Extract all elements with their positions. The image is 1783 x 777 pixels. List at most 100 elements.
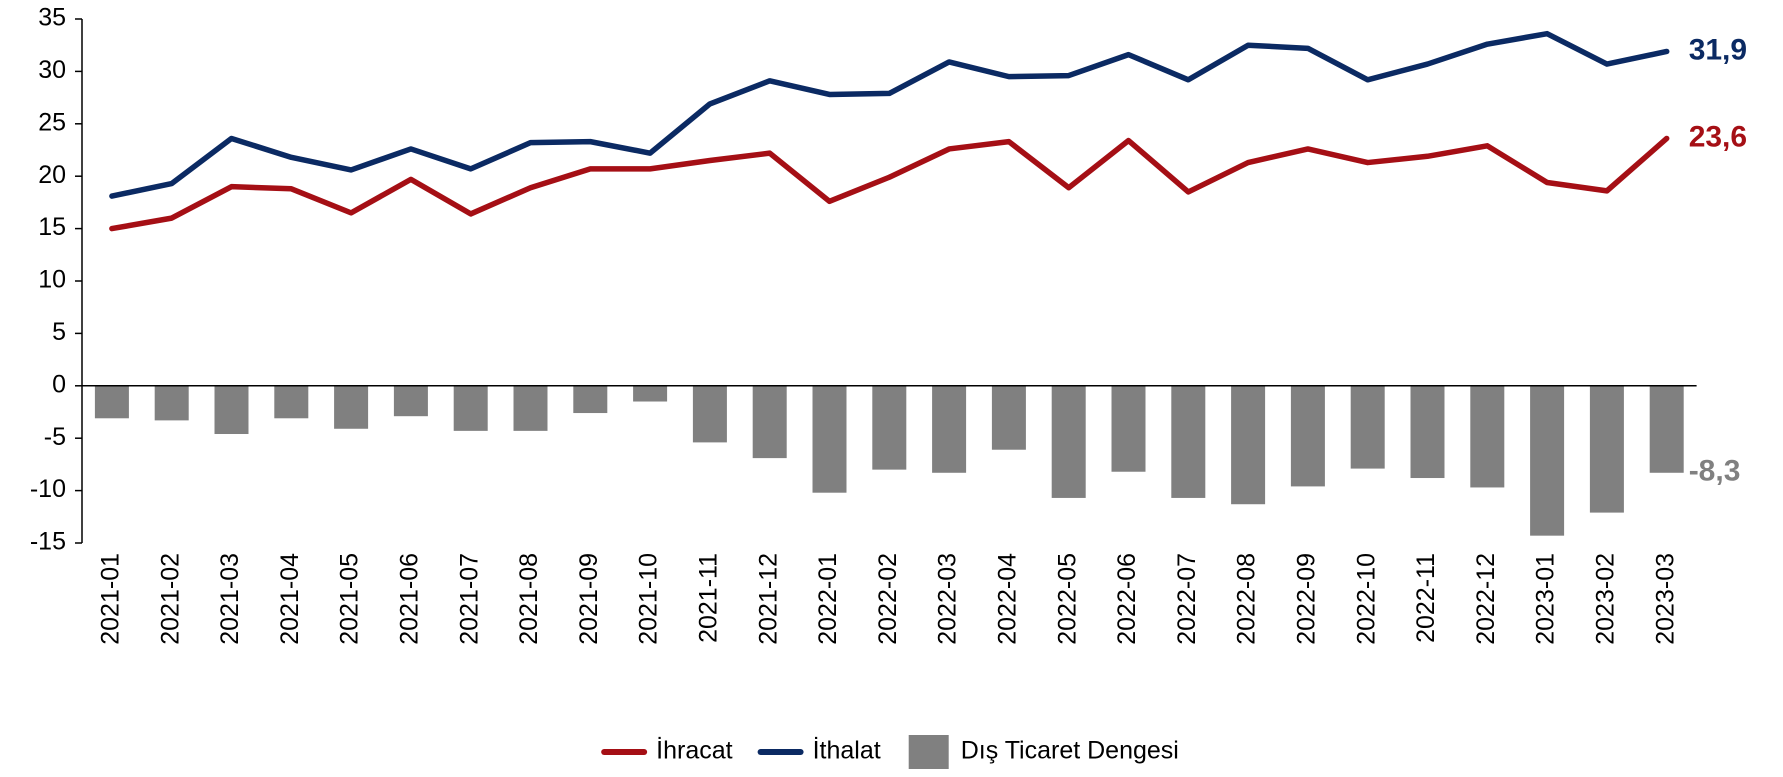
y-tick-label: 20 <box>38 161 66 189</box>
y-tick-label: 15 <box>38 213 66 241</box>
x-tick-group: 2023-02 <box>1592 553 1620 645</box>
x-tick-label: 2022-03 <box>934 553 962 645</box>
bar <box>94 385 129 419</box>
x-tick-group: 2023-03 <box>1651 553 1679 645</box>
x-tick-group: 2022-09 <box>1293 553 1321 645</box>
x-tick-label: 2021-12 <box>754 553 782 645</box>
x-tick-group: 2021-04 <box>276 553 304 645</box>
x-tick-group: 2023-01 <box>1532 553 1560 645</box>
x-tick-group: 2021-07 <box>455 553 483 645</box>
x-tick-group: 2021-09 <box>575 553 603 645</box>
x-tick-label: 2021-09 <box>575 553 603 645</box>
bar <box>1589 385 1624 513</box>
bar <box>1470 385 1505 488</box>
bar <box>1171 385 1206 498</box>
bar <box>453 385 488 431</box>
x-tick-group: 2022-11 <box>1412 553 1440 643</box>
x-tick-label: 2021-03 <box>216 553 244 645</box>
bar <box>1649 385 1684 473</box>
y-tick-label: 0 <box>52 370 66 398</box>
y-tick-label: -10 <box>30 475 66 503</box>
bar <box>633 385 668 402</box>
bar <box>513 385 548 431</box>
x-tick-group: 2021-06 <box>396 553 424 645</box>
bar <box>1111 385 1146 472</box>
y-tick-label: 30 <box>38 56 66 84</box>
x-tick-group: 2022-07 <box>1173 553 1201 645</box>
x-tick-group: 2021-12 <box>754 553 782 645</box>
x-tick-group: 2022-01 <box>814 553 842 645</box>
x-tick-label: 2022-11 <box>1412 553 1440 643</box>
x-tick-label: 2021-07 <box>455 553 483 645</box>
data-label: 31,9 <box>1689 33 1747 66</box>
bar <box>393 385 428 417</box>
bar <box>692 385 727 443</box>
x-tick-group: 2022-08 <box>1233 553 1261 645</box>
y-tick-label: 25 <box>38 108 66 136</box>
bar <box>274 385 309 419</box>
bar <box>872 385 907 470</box>
x-tick-group: 2021-08 <box>515 553 543 645</box>
x-tick-label: 2022-01 <box>814 553 842 645</box>
bar <box>812 385 847 493</box>
x-tick-group: 2021-02 <box>156 553 184 645</box>
x-tick-group: 2021-01 <box>97 553 125 645</box>
bar <box>1350 385 1385 469</box>
x-tick-group: 2021-11 <box>695 553 723 643</box>
bar <box>932 385 967 473</box>
x-tick-label: 2021-10 <box>635 553 663 645</box>
x-tick-label: 2021-11 <box>695 553 723 643</box>
x-tick-label: 2022-02 <box>874 553 902 645</box>
x-tick-label: 2022-12 <box>1472 553 1500 645</box>
x-tick-label: 2021-02 <box>156 553 184 645</box>
legend: İhracat İthalat Dış Ticaret Dengesi <box>601 735 1179 769</box>
y-tick-label: 10 <box>38 266 66 294</box>
x-tick-label: 2021-06 <box>396 553 424 645</box>
x-tick-label: 2022-08 <box>1233 553 1261 645</box>
bar <box>334 385 369 429</box>
x-tick-group: 2022-05 <box>1053 553 1081 645</box>
legend-label: İthalat <box>813 736 881 765</box>
x-tick-group: 2022-12 <box>1472 553 1500 645</box>
legend-label: Dış Ticaret Dengesi <box>961 737 1179 765</box>
legend-swatch <box>908 735 949 769</box>
x-tick-label: 2022-10 <box>1352 553 1380 645</box>
x-tick-group: 2022-10 <box>1352 553 1380 645</box>
x-tick-label: 2021-04 <box>276 553 304 645</box>
bar <box>1231 385 1266 505</box>
x-tick-group: 2022-04 <box>994 553 1022 645</box>
bar <box>1290 385 1325 487</box>
data-label: 23,6 <box>1689 120 1747 153</box>
x-tick-label: 2022-09 <box>1293 553 1321 645</box>
line <box>109 30 1670 199</box>
x-tick-label: 2023-03 <box>1651 553 1679 645</box>
x-tick-group: 2022-02 <box>874 553 902 645</box>
x-tick-group: 2021-10 <box>635 553 663 645</box>
x-tick-label: 2022-05 <box>1053 553 1081 645</box>
x-tick-label: 2021-08 <box>515 553 543 645</box>
x-tick-label: 2021-05 <box>336 553 364 645</box>
x-tick-label: 2022-07 <box>1173 553 1201 645</box>
y-tick-label: 35 <box>38 4 66 32</box>
line <box>109 135 1670 232</box>
x-tick-label: 2022-04 <box>994 553 1022 645</box>
y-tick-label: 5 <box>52 318 66 346</box>
data-label: -8,3 <box>1689 455 1741 488</box>
bar <box>573 385 608 414</box>
x-tick-group: 2022-06 <box>1113 553 1141 645</box>
bar <box>991 385 1026 450</box>
bar <box>752 385 787 459</box>
legend-label: İhracat <box>656 736 732 765</box>
x-tick-group: 2021-05 <box>336 553 364 645</box>
x-tick-label: 2022-06 <box>1113 553 1141 645</box>
x-tick-group: 2021-03 <box>216 553 244 645</box>
bar <box>154 385 189 421</box>
bar <box>1051 385 1086 498</box>
x-tick-group: 2022-03 <box>934 553 962 645</box>
x-tick-label: 2023-02 <box>1592 553 1620 645</box>
bar <box>1410 385 1445 479</box>
bar <box>1530 385 1565 536</box>
bar <box>214 385 249 435</box>
x-tick-label: 2021-01 <box>97 553 125 645</box>
